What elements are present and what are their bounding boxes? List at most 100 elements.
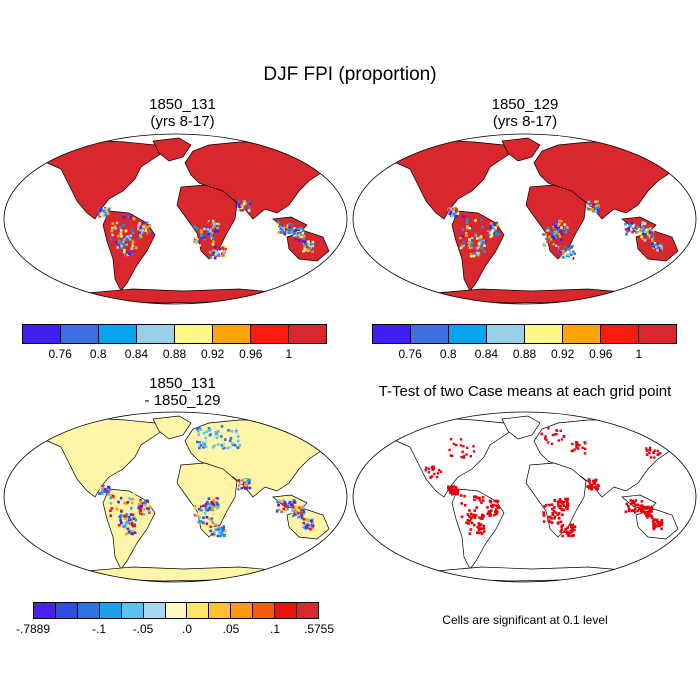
grid-cell	[293, 232, 297, 235]
grid-cell	[651, 240, 654, 243]
grid-cell	[558, 500, 562, 504]
grid-cell	[236, 439, 240, 443]
grid-cell	[303, 243, 306, 247]
grid-cell	[212, 251, 216, 254]
grid-cell	[127, 529, 131, 533]
grid-cell	[553, 499, 556, 502]
grid-cell	[119, 226, 122, 230]
grid-cell	[194, 514, 197, 517]
grid-cell	[138, 222, 141, 225]
grid-cell	[625, 502, 629, 506]
colorbar-label: 1	[285, 347, 293, 361]
grid-cell	[562, 504, 566, 507]
grid-cell	[491, 505, 494, 509]
grid-cell	[468, 238, 471, 241]
grid-cell	[144, 500, 147, 503]
grid-cell	[109, 494, 113, 497]
grid-cell	[630, 221, 634, 225]
grid-cell	[214, 497, 218, 500]
grid-cell	[660, 522, 664, 526]
grid-cell	[132, 493, 136, 496]
grid-cell	[294, 235, 298, 239]
grid-cell	[217, 254, 220, 258]
grid-cell	[473, 232, 477, 236]
grid-cell	[297, 509, 301, 513]
grid-cell	[122, 250, 126, 254]
grid-cell	[284, 505, 288, 508]
grid-cell	[208, 506, 211, 510]
grid-cell	[248, 200, 251, 204]
grid-cell	[564, 527, 567, 531]
grid-cell	[573, 448, 576, 451]
grid-cell	[626, 228, 630, 231]
grid-cell	[242, 482, 245, 486]
grid-cell	[646, 513, 650, 517]
grid-cell	[117, 241, 121, 244]
grid-cell	[655, 245, 658, 248]
grid-cell	[246, 205, 249, 209]
grid-cell	[482, 530, 486, 533]
grid-cell	[124, 517, 127, 520]
grid-cell	[305, 525, 308, 529]
grid-cell	[448, 488, 451, 492]
grid-cell	[214, 504, 217, 508]
grid-cell	[557, 221, 561, 225]
grid-cell	[113, 225, 117, 229]
grid-cell	[293, 512, 296, 516]
grid-cell	[124, 241, 128, 245]
grid-cell	[210, 230, 214, 234]
grid-cell	[658, 246, 661, 249]
grid-cell	[198, 426, 201, 429]
grid-cell	[222, 527, 225, 530]
grid-cell	[462, 240, 466, 244]
colorbar-label: 1	[635, 347, 643, 361]
grid-cell	[482, 524, 486, 528]
grid-cell	[660, 248, 664, 251]
grid-cell	[660, 246, 663, 250]
grid-cell	[471, 234, 474, 238]
grid-cell	[560, 246, 563, 249]
grid-cell	[425, 466, 428, 469]
grid-cell	[291, 231, 295, 234]
grid-cell	[244, 201, 247, 205]
grid-cell	[548, 520, 552, 524]
grid-cell	[492, 503, 496, 507]
grid-cell	[555, 226, 559, 230]
grid-cell	[658, 524, 661, 527]
panel-2-title-line2: (yrs 8-17)	[492, 113, 558, 130]
grid-cell	[286, 231, 289, 234]
grid-cell	[477, 523, 481, 527]
grid-cell	[497, 235, 500, 238]
grid-cell	[562, 246, 566, 250]
grid-cell	[658, 248, 662, 252]
grid-cell	[640, 235, 643, 238]
grid-cell	[554, 433, 557, 436]
grid-cell	[449, 491, 452, 495]
grid-cell	[542, 514, 546, 517]
grid-cell	[593, 202, 597, 205]
grid-cell	[302, 237, 306, 240]
grid-cell	[210, 250, 213, 254]
grid-cell	[460, 515, 464, 519]
grid-cell	[652, 518, 656, 521]
grid-cell	[213, 256, 217, 260]
grid-cell	[240, 204, 244, 207]
grid-cell	[571, 442, 574, 446]
world-map	[3, 133, 348, 305]
grid-cell	[562, 253, 565, 257]
grid-cell	[281, 228, 285, 231]
colorbar-swatch	[231, 603, 254, 618]
grid-cell	[277, 499, 280, 503]
grid-cell	[547, 519, 550, 522]
grid-cell	[277, 230, 281, 234]
grid-cell	[478, 496, 481, 500]
grid-cell	[237, 479, 241, 482]
grid-cell	[432, 467, 436, 470]
grid-cell	[107, 492, 110, 496]
grid-cell	[204, 440, 208, 444]
grid-cell	[493, 513, 496, 517]
grid-cell	[544, 437, 547, 440]
colorbar-labels-difference: -.7889 -.1 -.05 .0 .05 .1 .5755	[16, 622, 334, 638]
grid-cell	[454, 486, 458, 489]
grid-cell	[220, 527, 223, 531]
